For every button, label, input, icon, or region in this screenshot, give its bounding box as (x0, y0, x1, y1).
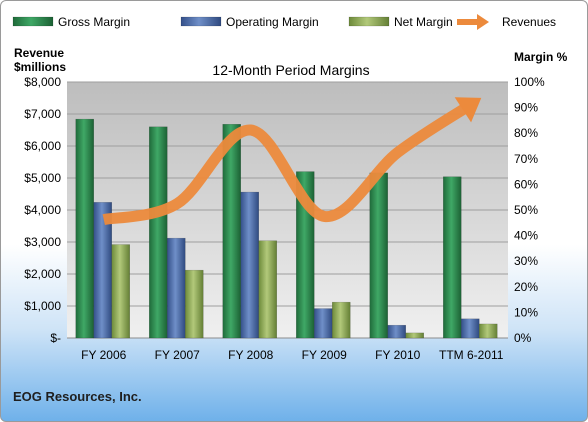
net-margin-bar (332, 301, 351, 339)
x-tick-label: FY 2007 (155, 348, 200, 362)
net-margin-bar (479, 323, 498, 339)
gross-margin-legend-label: Gross Margin (58, 15, 130, 29)
left-tick-label: $- (50, 331, 61, 345)
gross-margin-bar (369, 172, 388, 339)
revenues-legend-label: Revenues (502, 15, 556, 29)
x-tick-label: FY 2010 (375, 348, 420, 362)
right-tick-label: 30% (514, 254, 538, 268)
operating-margin-bar (167, 237, 186, 339)
gross-margin-bar (149, 126, 168, 339)
right-tick-label: 80% (514, 126, 538, 140)
revenues-legend-arrow (477, 14, 489, 30)
gross-margin-legend-swatch (12, 16, 54, 27)
left-tick-label: $7,000 (24, 107, 61, 121)
x-tick-label: TTM 6-2011 (439, 348, 504, 362)
gross-margin-bar (75, 118, 94, 339)
operating-margin-bar (387, 324, 406, 339)
operating-margin-bar (461, 318, 480, 339)
chart-title: 12-Month Period Margins (212, 62, 369, 78)
net-margin-bar (185, 269, 204, 339)
operating-margin-legend-swatch (180, 16, 222, 27)
net-margin-bar (405, 332, 424, 339)
x-tick-label: FY 2006 (81, 348, 126, 362)
left-tick-label: $1,000 (24, 299, 61, 313)
gross-margin-bar (443, 176, 462, 339)
net-margin-legend-label: Net Margin (394, 15, 453, 29)
gridlines (67, 81, 508, 339)
right-axis-title: Margin % (514, 50, 568, 64)
revenue-line (102, 97, 482, 226)
right-tick-label: 70% (514, 152, 538, 166)
left-tick-label: $5,000 (24, 171, 61, 185)
net-margin-bar (111, 244, 130, 339)
right-tick-label: 100% (514, 75, 545, 89)
left-axis-title-line2: $millions (14, 60, 66, 74)
legend: Gross Margin Operating Margin Net Margin Re… (12, 14, 556, 30)
left-tick-label: $3,000 (24, 235, 61, 249)
revenue-line-path (102, 99, 475, 226)
left-axis: $- $1,000 $2,000 $3,000 $4,000 $5,000 $6,000 $7… (24, 75, 61, 345)
net-margin-legend-swatch (348, 16, 390, 27)
operating-margin-legend-label: Operating Margin (226, 15, 319, 29)
right-tick-label: 20% (514, 280, 538, 294)
net-margin-bar (258, 240, 277, 339)
left-tick-label: $4,000 (24, 203, 61, 217)
operating-margin-bar (314, 308, 333, 339)
gross-margin-bar (222, 123, 241, 339)
x-tick-label: FY 2008 (228, 348, 273, 362)
company-name: EOG Resources, Inc. (13, 389, 142, 404)
left-tick-label: $6,000 (24, 139, 61, 153)
right-tick-label: 0% (514, 331, 532, 345)
revenue-arrow-head (454, 97, 482, 123)
x-axis: FY 2006 FY 2007 FY 2008 FY 2009 FY 2010 TTM 6… (81, 348, 504, 362)
right-tick-label: 90% (514, 101, 538, 115)
operating-margin-bar (240, 191, 259, 339)
right-tick-label: 10% (514, 305, 538, 319)
right-axis: 0% 10% 20% 30% 40% 50% 60% 70% 80% 90% 100% (514, 75, 545, 345)
left-tick-label: $8,000 (24, 75, 61, 89)
left-tick-label: $2,000 (24, 267, 61, 281)
right-tick-label: 50% (514, 203, 538, 217)
right-tick-label: 60% (514, 177, 538, 191)
right-tick-label: 40% (514, 229, 538, 243)
left-axis-title-line1: Revenue (14, 46, 64, 60)
x-tick-label: FY 2009 (302, 348, 347, 362)
